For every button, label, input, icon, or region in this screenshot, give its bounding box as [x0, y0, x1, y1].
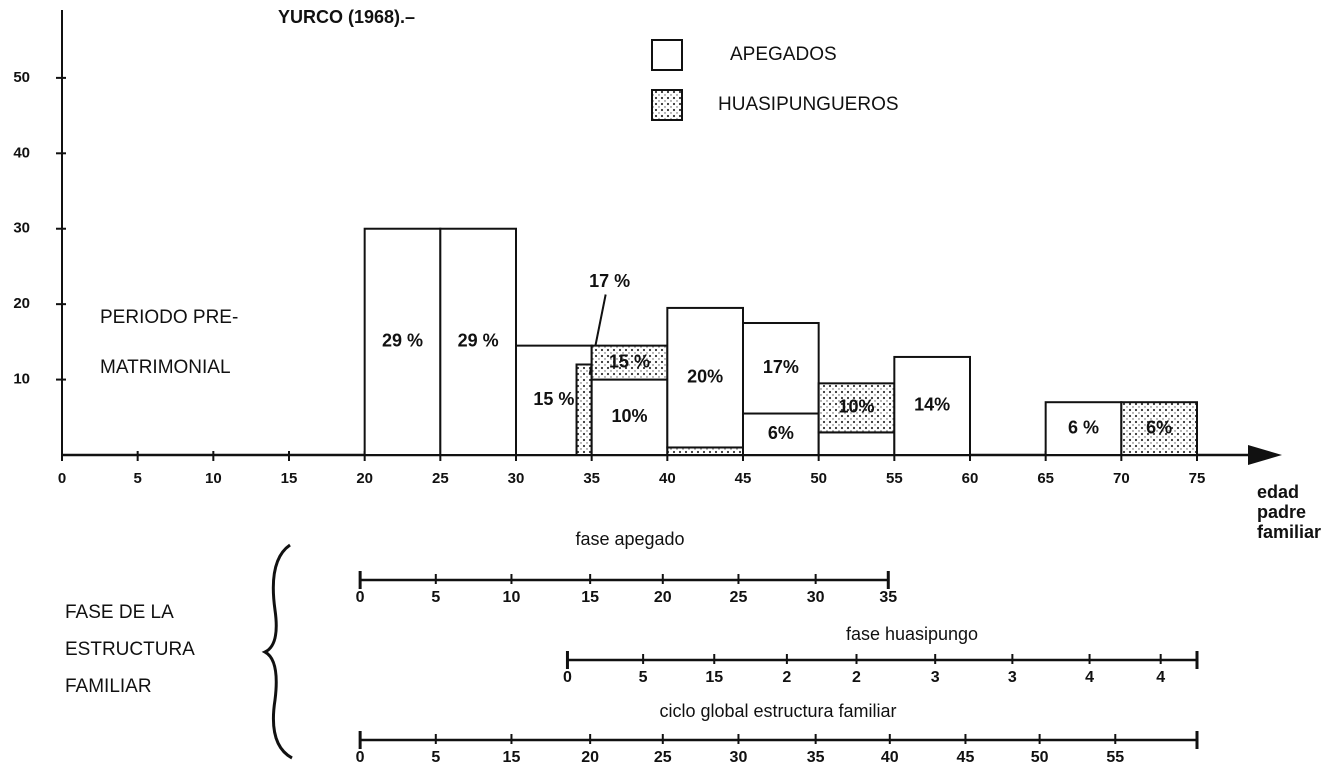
- timeline-tick-label: 0: [356, 749, 365, 764]
- x-tick-label: 75: [1189, 470, 1206, 487]
- x-tick-label: 45: [735, 470, 752, 487]
- timeline-tick-label: 35: [879, 589, 897, 606]
- timeline-tick-label: 2: [782, 669, 791, 686]
- x-tick-label: 40: [659, 470, 676, 487]
- chart-title: YURCO (1968).–: [278, 7, 415, 27]
- legend-swatch: [651, 89, 683, 121]
- annotation: MATRIMONIAL: [100, 357, 231, 378]
- timeline-tick-label: 0: [356, 589, 365, 606]
- bar-segment: [363, 227, 442, 456]
- x-axis-arrow: [1248, 445, 1282, 465]
- timeline-tick-label: 10: [503, 589, 521, 606]
- x-tick-label: 35: [583, 470, 600, 487]
- timeline-label: fase huasipungo: [846, 624, 978, 644]
- x-tick-label: 50: [810, 470, 827, 487]
- data-label: 17 %: [589, 271, 630, 291]
- timeline-tick-label: 15: [705, 669, 723, 686]
- x-axis-label: padre: [1257, 502, 1306, 522]
- bar-segment: [666, 306, 744, 449]
- bar-segment: [817, 431, 896, 457]
- timeline-tick-label: 4: [1085, 669, 1094, 686]
- x-tick-label: 55: [886, 470, 903, 487]
- timeline-tick-label: 5: [431, 589, 440, 606]
- timeline-tick-label: 15: [503, 749, 521, 764]
- x-tick-label: 25: [432, 470, 449, 487]
- timeline-tick-label: 35: [807, 749, 825, 764]
- timeline-tick-label: 20: [581, 749, 599, 764]
- y-tick-label: 30: [13, 220, 30, 237]
- timeline-tick-label: 3: [931, 669, 940, 686]
- timeline-tick-label: 30: [730, 749, 748, 764]
- timeline-tick-label: 5: [431, 749, 440, 764]
- timeline-tick-label: 50: [1031, 749, 1049, 764]
- timeline-tick-label: 3: [1008, 669, 1017, 686]
- timeline-tick-label: 45: [957, 749, 975, 764]
- y-tick-label: 10: [13, 371, 30, 388]
- legend-label: APEGADOS: [730, 44, 837, 65]
- timeline-tick-label: 2: [852, 669, 861, 686]
- data-label: 15 %: [533, 389, 574, 409]
- phase-title: FASE DE LA: [65, 602, 174, 623]
- timeline-tick-label: 25: [654, 749, 672, 764]
- timeline-tick-label: 20: [654, 589, 672, 606]
- legend-label: HUASIPUNGUEROS: [718, 94, 899, 115]
- x-tick-label: 5: [133, 470, 141, 487]
- x-tick-label: 0: [58, 470, 66, 487]
- timeline-tick-label: 25: [730, 589, 748, 606]
- x-tick-label: 10: [205, 470, 222, 487]
- timeline-label: fase apegado: [575, 529, 684, 549]
- timeline-tick-label: 5: [639, 669, 648, 686]
- data-label: 14%: [914, 395, 950, 415]
- annotation: PERIODO PRE-: [100, 307, 238, 328]
- x-tick-label: 65: [1037, 470, 1054, 487]
- legend-swatch: [651, 39, 683, 71]
- timeline-tick-label: 30: [807, 589, 825, 606]
- brace: [261, 543, 293, 760]
- timeline-tick-label: 0: [563, 669, 572, 686]
- data-label: 10%: [838, 397, 874, 417]
- y-tick-label: 40: [13, 144, 30, 161]
- y-tick-label: 20: [13, 295, 30, 312]
- data-label: 6%: [1146, 417, 1172, 437]
- bar-segment: [1044, 401, 1123, 457]
- timeline-tick-label: 55: [1106, 749, 1124, 764]
- x-tick-label: 70: [1113, 470, 1130, 487]
- data-label: 15 %: [609, 351, 650, 371]
- bar-segment: [666, 446, 744, 457]
- data-label: 29 %: [458, 331, 499, 351]
- timeline-tick-label: 4: [1156, 669, 1165, 686]
- y-tick-label: 50: [13, 69, 30, 86]
- bar-segment: [1120, 401, 1199, 457]
- bar-segment: [575, 363, 593, 456]
- data-label: 20%: [687, 366, 723, 386]
- data-label: 10%: [611, 406, 647, 426]
- x-axis-label: edad: [1257, 482, 1299, 502]
- x-axis-label: familiar: [1257, 522, 1321, 542]
- x-tick-label: 20: [356, 470, 373, 487]
- data-label: 6%: [768, 423, 794, 443]
- bar-segment: [817, 382, 896, 434]
- phase-title: ESTRUCTURA: [65, 639, 195, 660]
- bar-segment: [893, 355, 971, 457]
- timeline-tick-label: 15: [581, 589, 599, 606]
- bar-segment: [439, 227, 518, 456]
- timeline-tick-label: 40: [881, 749, 899, 764]
- x-tick-label: 60: [962, 470, 979, 487]
- data-label: 6 %: [1068, 417, 1099, 437]
- x-tick-label: 30: [508, 470, 525, 487]
- phase-title: FAMILIAR: [65, 676, 152, 697]
- x-tick-label: 15: [281, 470, 298, 487]
- timeline-label: ciclo global estructura familiar: [659, 701, 896, 721]
- bar-segment: [742, 322, 820, 415]
- data-label: 17%: [763, 357, 799, 377]
- data-label: 29 %: [382, 331, 423, 351]
